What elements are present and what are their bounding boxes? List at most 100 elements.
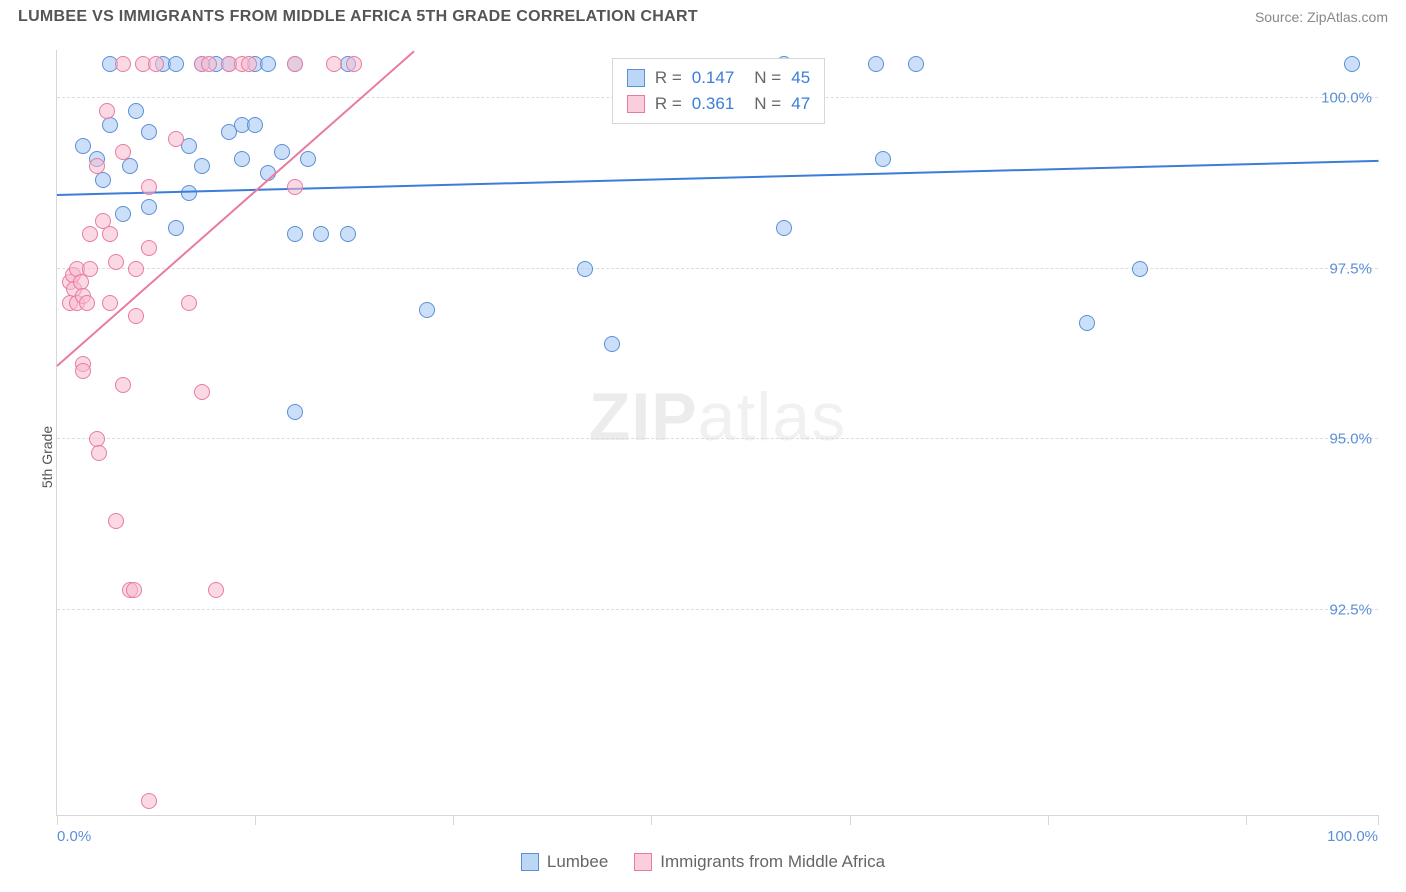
stats-box: R =0.147N =45R =0.361N =47 — [612, 58, 825, 124]
data-point — [82, 226, 98, 242]
data-point — [181, 295, 197, 311]
data-point — [1344, 56, 1360, 72]
y-tick-label: 100.0% — [1321, 89, 1372, 106]
data-point — [168, 56, 184, 72]
data-point — [274, 144, 290, 160]
legend-item-immigrants: Immigrants from Middle Africa — [634, 852, 885, 872]
stats-n-value: 45 — [791, 68, 810, 88]
data-point — [128, 308, 144, 324]
data-point — [419, 302, 435, 318]
data-point — [287, 56, 303, 72]
data-point — [115, 144, 131, 160]
stats-n-label: N = — [754, 68, 781, 88]
data-point — [108, 513, 124, 529]
stats-r-label: R = — [655, 94, 682, 114]
data-point — [194, 384, 210, 400]
bottom-legend: Lumbee Immigrants from Middle Africa — [18, 852, 1388, 872]
data-point — [287, 404, 303, 420]
data-point — [102, 117, 118, 133]
legend-item-lumbee: Lumbee — [521, 852, 608, 872]
y-tick-label: 97.5% — [1329, 260, 1372, 277]
source-label: Source: ZipAtlas.com — [1255, 9, 1388, 25]
data-point — [168, 131, 184, 147]
data-point — [115, 56, 131, 72]
data-point — [168, 220, 184, 236]
data-point — [115, 206, 131, 222]
x-tick — [1246, 815, 1247, 825]
data-point — [241, 56, 257, 72]
data-point — [148, 56, 164, 72]
data-point — [300, 151, 316, 167]
gridline — [57, 268, 1378, 269]
chart-title: LUMBEE VS IMMIGRANTS FROM MIDDLE AFRICA … — [18, 8, 698, 26]
data-point — [141, 199, 157, 215]
data-point — [115, 377, 131, 393]
data-point — [340, 226, 356, 242]
x-tick — [1378, 815, 1379, 825]
stats-r-value: 0.147 — [692, 68, 735, 88]
data-point — [234, 151, 250, 167]
data-point — [128, 103, 144, 119]
data-point — [194, 158, 210, 174]
y-tick-label: 95.0% — [1329, 431, 1372, 448]
data-point — [604, 336, 620, 352]
x-tick — [850, 815, 851, 825]
data-point — [75, 138, 91, 154]
data-point — [908, 56, 924, 72]
data-point — [128, 261, 144, 277]
stats-row: R = 0.147 N = 45 — [627, 65, 810, 91]
data-point — [260, 56, 276, 72]
x-tick — [651, 815, 652, 825]
stats-row: R =0.361N =47 — [627, 91, 810, 117]
data-point — [75, 363, 91, 379]
plot-area: ZIPatlas 92.5%95.0%97.5%100.0%0.0%100.0%… — [56, 50, 1378, 816]
data-point — [95, 172, 111, 188]
data-point — [247, 117, 263, 133]
x-tick — [255, 815, 256, 825]
stats-n-label: N = — [754, 94, 781, 114]
data-point — [875, 151, 891, 167]
legend-swatch-pink — [634, 853, 652, 871]
legend-label-lumbee: Lumbee — [547, 852, 608, 872]
legend-swatch-blue — [521, 853, 539, 871]
data-point — [1132, 261, 1148, 277]
y-axis-label: 5th Grade — [39, 426, 55, 488]
x-tick — [1048, 815, 1049, 825]
gridline — [57, 609, 1378, 610]
x-tick — [57, 815, 58, 825]
data-point — [577, 261, 593, 277]
data-point — [1079, 315, 1095, 331]
data-point — [122, 158, 138, 174]
x-tick-label: 100.0% — [1327, 828, 1378, 845]
data-point — [91, 445, 107, 461]
y-tick-label: 92.5% — [1329, 602, 1372, 619]
legend-label-immigrants: Immigrants from Middle Africa — [660, 852, 885, 872]
data-point — [141, 124, 157, 140]
watermark-part1: ZIP — [589, 379, 698, 455]
data-point — [346, 56, 362, 72]
data-point — [868, 56, 884, 72]
data-point — [181, 185, 197, 201]
watermark-part2: atlas — [698, 379, 847, 455]
data-point — [108, 254, 124, 270]
stats-swatch — [627, 69, 645, 87]
data-point — [126, 582, 142, 598]
data-point — [89, 158, 105, 174]
data-point — [208, 582, 224, 598]
chart-container: 5th Grade ZIPatlas 92.5% 95.0% 97.5% 100.0%… — [18, 40, 1388, 874]
data-point — [141, 179, 157, 195]
data-point — [99, 103, 115, 119]
stats-n-value: 47 — [791, 94, 810, 114]
data-point — [82, 261, 98, 277]
data-point — [201, 56, 217, 72]
data-point — [102, 295, 118, 311]
data-point — [776, 220, 792, 236]
data-point — [102, 226, 118, 242]
data-point — [313, 226, 329, 242]
data-point — [287, 179, 303, 195]
data-point — [287, 226, 303, 242]
stats-r-label: R = — [655, 68, 682, 88]
x-tick — [453, 815, 454, 825]
data-point — [141, 793, 157, 809]
data-point — [141, 240, 157, 256]
